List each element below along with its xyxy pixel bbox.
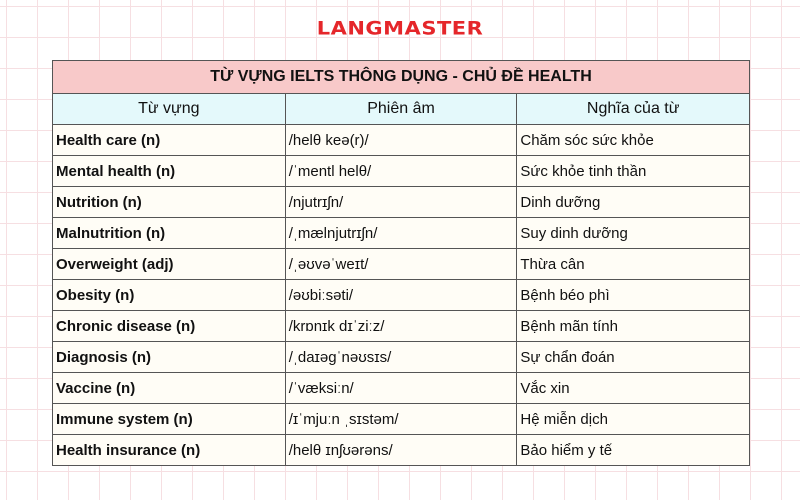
cell-meaning: Vắc xin	[516, 372, 750, 404]
cell-term: Diagnosis (n)	[52, 341, 286, 373]
table-row: Malnutrition (n)/ˌmælnjutrɪʃn/Suy dinh d…	[52, 217, 750, 249]
cell-meaning: Suy dinh dưỡng	[516, 217, 750, 249]
table-row: Health insurance (n)/helθ ɪnʃʊərəns/Bảo …	[52, 434, 750, 466]
cell-ipa: /ˌmælnjutrɪʃn/	[284, 217, 518, 249]
table-row: Vaccine (n)/ˈvæksiːn/Vắc xin	[52, 372, 750, 404]
cell-ipa: /helθ keə(r)/	[284, 124, 518, 156]
cell-term: Immune system (n)	[52, 403, 286, 435]
cell-term: Chronic disease (n)	[52, 310, 286, 342]
table-row: Obesity (n)/əʊbiːsəti/Bệnh béo phì	[52, 279, 750, 311]
table-row: Mental health (n)/ˈmentl helθ/Sức khỏe t…	[52, 155, 750, 187]
cell-meaning: Sự chẩn đoán	[516, 341, 750, 373]
cell-term: Obesity (n)	[52, 279, 286, 311]
cell-term: Health insurance (n)	[52, 434, 286, 466]
table-row: Overweight (adj)/ˌəʊvəˈweɪt/Thừa cân	[52, 248, 750, 280]
table-row: Diagnosis (n)/ˌdaɪəgˈnəʊsɪs/Sự chẩn đoán	[52, 341, 750, 373]
cell-term: Malnutrition (n)	[52, 217, 286, 249]
cell-meaning: Dinh dưỡng	[516, 186, 750, 218]
table-row: Chronic disease (n)/krɒnɪk dɪˈziːz/Bệnh …	[52, 310, 750, 342]
cell-meaning: Sức khỏe tinh thần	[516, 155, 750, 187]
header-pronunciation: Phiên âm	[284, 93, 518, 125]
cell-meaning: Bảo hiểm y tế	[516, 434, 750, 466]
header-word: Từ vựng	[52, 93, 286, 125]
cell-ipa: /ˈmentl helθ/	[284, 155, 518, 187]
cell-term: Overweight (adj)	[52, 248, 286, 280]
cell-ipa: /ˈvæksiːn/	[284, 372, 518, 404]
table-row: Health care (n)/helθ keə(r)/Chăm sóc sức…	[52, 124, 750, 156]
vocabulary-table: TỪ VỰNG IELTS THÔNG DỤNG - CHỦ ĐỀ HEALTH…	[52, 60, 750, 466]
cell-meaning: Hệ miễn dịch	[516, 403, 750, 435]
cell-term: Mental health (n)	[52, 155, 286, 187]
cell-ipa: /helθ ɪnʃʊərəns/	[284, 434, 518, 466]
cell-ipa: /ɪˈmjuːn ˌsɪstəm/	[284, 403, 518, 435]
cell-ipa: /ˌəʊvəˈweɪt/	[284, 248, 518, 280]
cell-term: Health care (n)	[52, 124, 286, 156]
header-meaning: Nghĩa của từ	[516, 93, 750, 125]
cell-term: Nutrition (n)	[52, 186, 286, 218]
table-row: Immune system (n)/ɪˈmjuːn ˌsɪstəm/Hệ miễ…	[52, 403, 750, 435]
cell-meaning: Chăm sóc sức khỏe	[516, 124, 750, 156]
cell-meaning: Bệnh béo phì	[516, 279, 750, 311]
cell-meaning: Bệnh mãn tính	[516, 310, 750, 342]
cell-ipa: /ˌdaɪəgˈnəʊsɪs/	[284, 341, 518, 373]
cell-term: Vaccine (n)	[52, 372, 286, 404]
cell-ipa: /krɒnɪk dɪˈziːz/	[284, 310, 518, 342]
table-title: TỪ VỰNG IELTS THÔNG DỤNG - CHỦ ĐỀ HEALTH	[52, 60, 750, 94]
langmaster-logo: LANGMASTER	[316, 17, 484, 39]
cell-meaning: Thừa cân	[516, 248, 750, 280]
table-row: Nutrition (n)/njutrɪʃn/Dinh dưỡng	[52, 186, 750, 218]
cell-ipa: /njutrɪʃn/	[284, 186, 518, 218]
cell-ipa: /əʊbiːsəti/	[284, 279, 518, 311]
